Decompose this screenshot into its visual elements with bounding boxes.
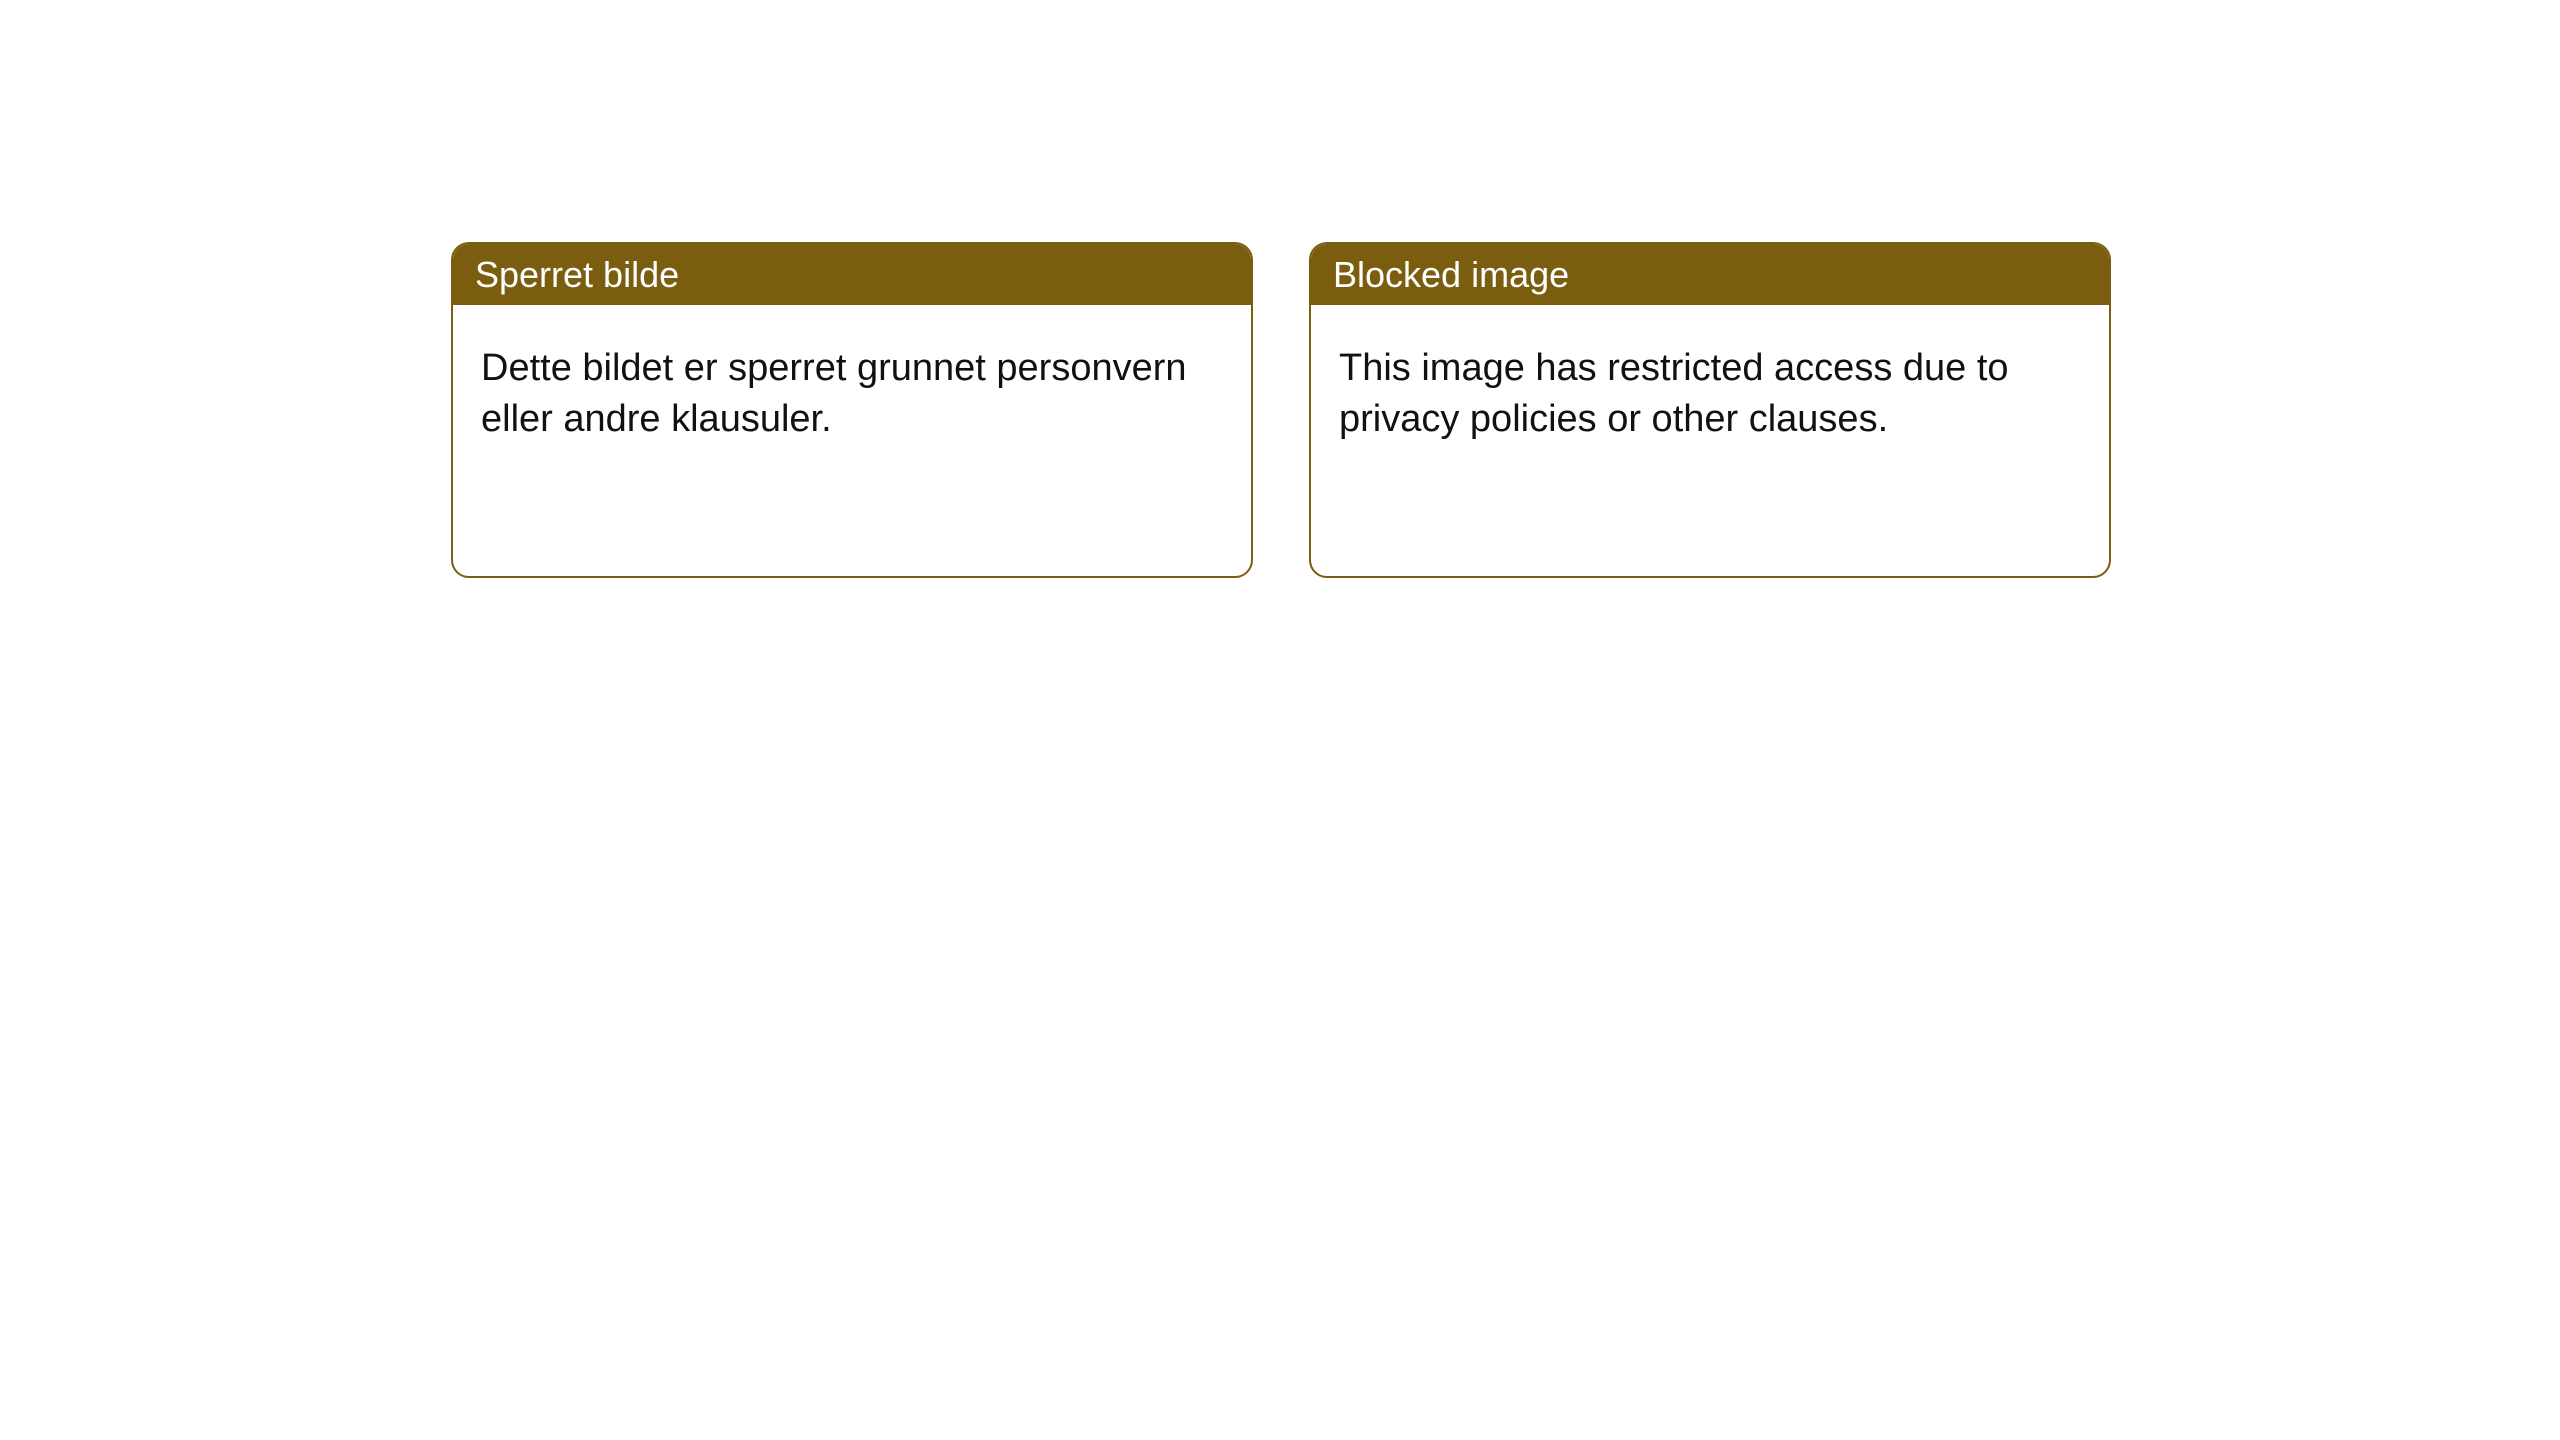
card-body-norwegian: Dette bildet er sperret grunnet personve… <box>453 305 1251 474</box>
card-body-english: This image has restricted access due to … <box>1311 305 2109 474</box>
notice-card-english: Blocked image This image has restricted … <box>1309 242 2111 578</box>
card-header-english: Blocked image <box>1311 244 2109 305</box>
card-header-norwegian: Sperret bilde <box>453 244 1251 305</box>
notice-container: Sperret bilde Dette bildet er sperret gr… <box>0 0 2560 578</box>
notice-card-norwegian: Sperret bilde Dette bildet er sperret gr… <box>451 242 1253 578</box>
